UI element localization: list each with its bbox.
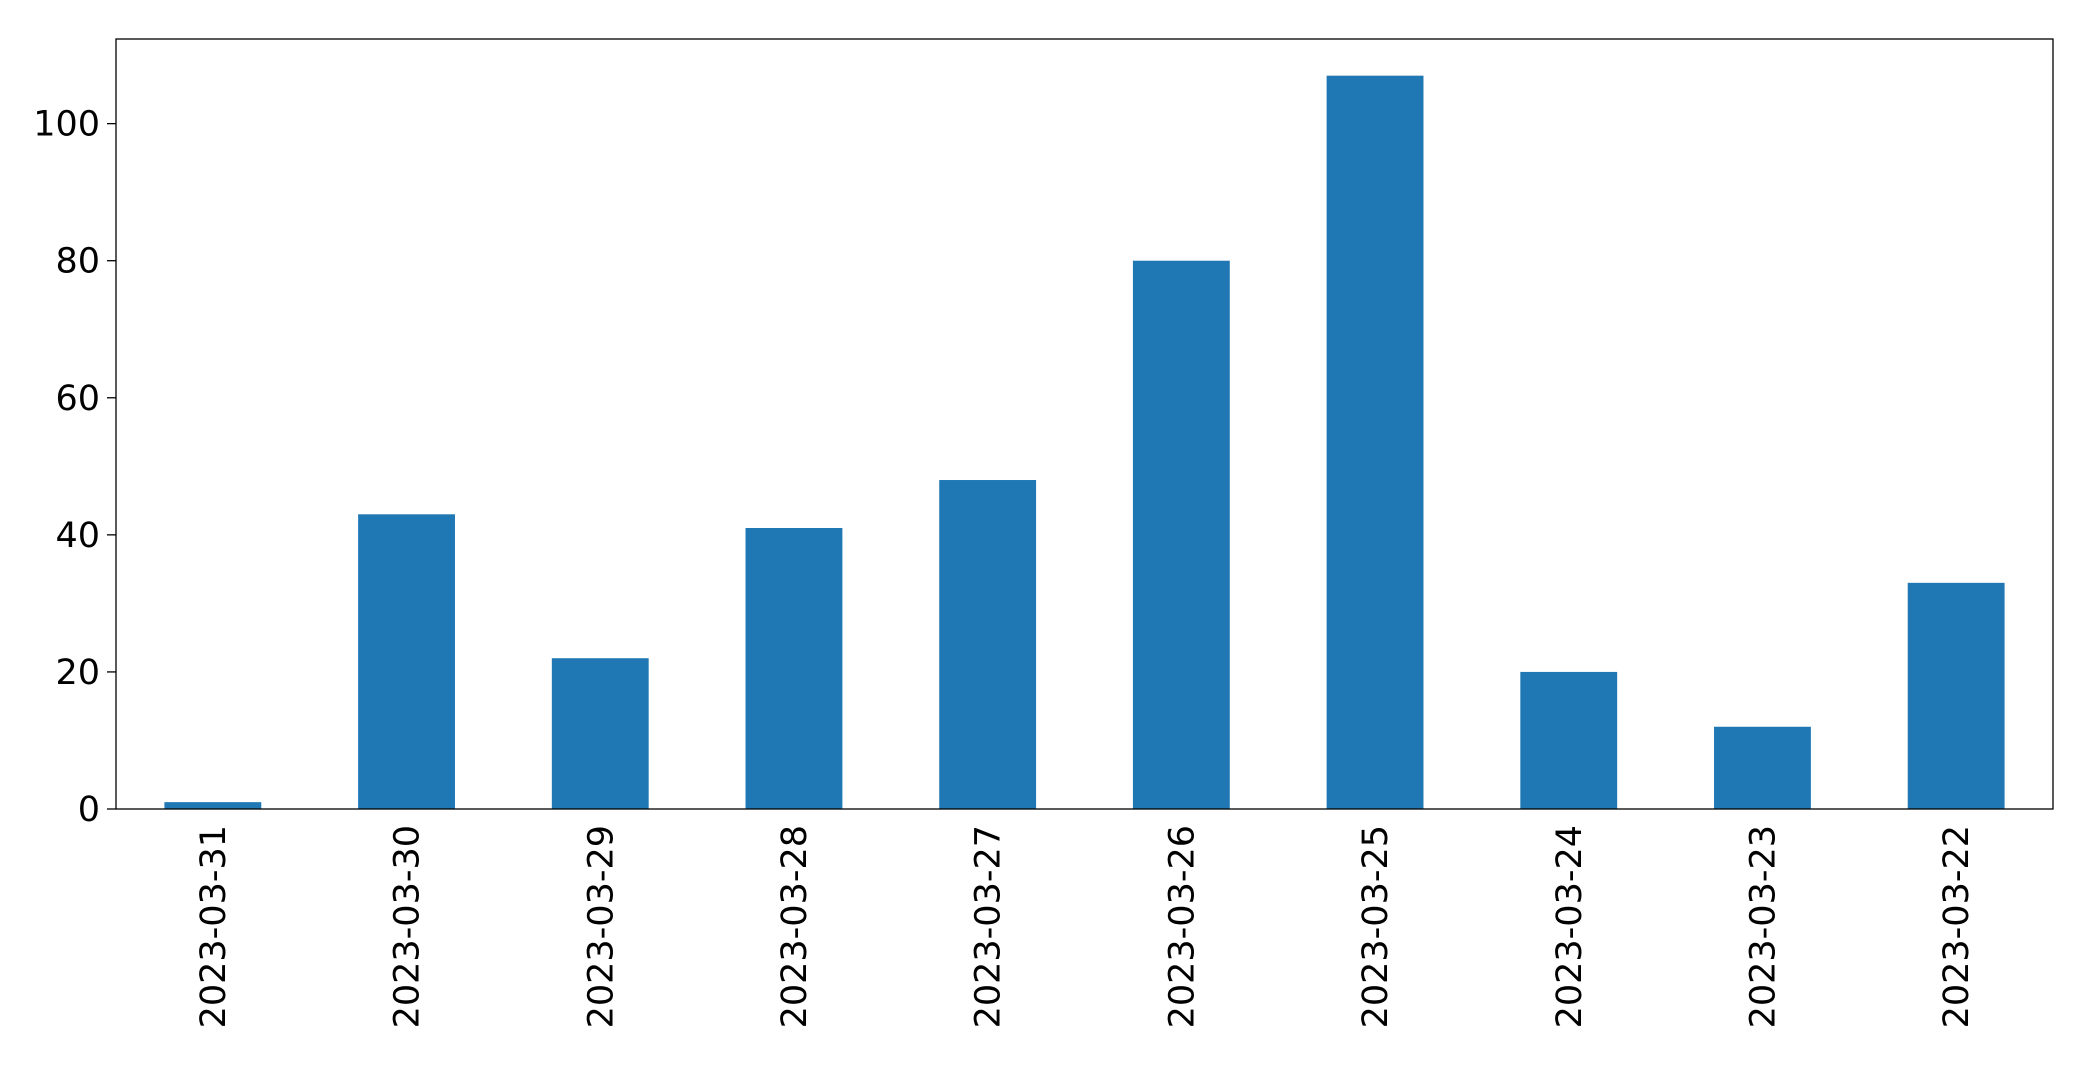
y-tick-label: 40 bbox=[55, 516, 100, 556]
bar bbox=[1132, 260, 1230, 810]
plot-frame bbox=[115, 38, 2054, 810]
bar bbox=[1907, 582, 2005, 809]
x-tick-label: 2023-03-29 bbox=[581, 825, 621, 1028]
x-tick-label: 2023-03-27 bbox=[969, 825, 1009, 1028]
bar bbox=[745, 528, 843, 809]
bar bbox=[1326, 75, 1424, 809]
x-tick-label: 2023-03-23 bbox=[1743, 825, 1783, 1028]
x-tick-label: 2023-03-31 bbox=[194, 825, 234, 1028]
x-tick-label: 2023-03-30 bbox=[388, 825, 428, 1028]
bar bbox=[164, 802, 262, 809]
x-tick-label: 2023-03-25 bbox=[1356, 825, 1396, 1028]
x-tick-label: 2023-03-22 bbox=[1937, 825, 1977, 1028]
x-tick-label: 2023-03-24 bbox=[1550, 825, 1590, 1028]
y-tick-label: 0 bbox=[78, 790, 100, 830]
y-tick-label: 80 bbox=[55, 242, 100, 282]
bar bbox=[358, 514, 455, 809]
x-tick-label: 2023-03-26 bbox=[1162, 825, 1202, 1028]
bar bbox=[1714, 726, 1811, 809]
y-tick-label: 100 bbox=[33, 105, 100, 145]
bar bbox=[551, 658, 649, 809]
y-tick-label: 60 bbox=[55, 379, 100, 419]
bar bbox=[1520, 671, 1618, 809]
bar bbox=[939, 480, 1037, 809]
x-tick-label: 2023-03-28 bbox=[775, 825, 815, 1028]
y-tick-label: 20 bbox=[55, 653, 100, 693]
